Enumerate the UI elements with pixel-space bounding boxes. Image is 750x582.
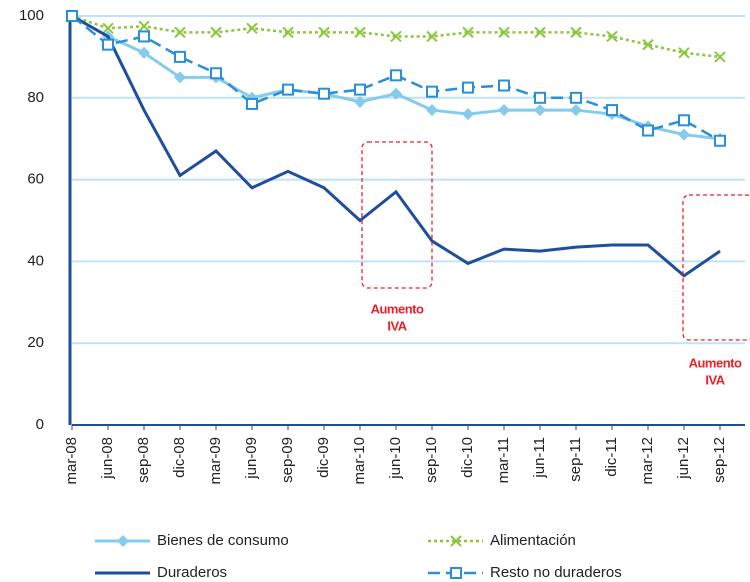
x-tick-label: sep-10 xyxy=(423,437,440,483)
point xyxy=(138,46,150,59)
y-tick-label: 0 xyxy=(36,416,44,433)
legend-label: Duraderos xyxy=(157,564,227,581)
point xyxy=(714,51,726,63)
x-tick-label: jun-12 xyxy=(675,437,692,480)
plot: 0 20 40 60 80 100 mar-08 jun-08 sep-08 dic-08 mar-… xyxy=(19,7,745,581)
x-tick-label: dic-11 xyxy=(603,437,620,477)
legend-label: Resto no duraderos xyxy=(490,564,622,581)
point xyxy=(102,38,114,51)
point xyxy=(174,26,186,39)
x-tick-label: jun-08 xyxy=(99,437,116,480)
point xyxy=(678,47,690,59)
point xyxy=(426,30,438,43)
annotation: IVA xyxy=(387,318,407,333)
y-tick-label: 100 xyxy=(19,7,44,24)
point xyxy=(606,30,618,43)
y-tick-label: 40 xyxy=(27,252,44,269)
annotation: Aumento xyxy=(371,301,424,316)
x-tick-label: dic-09 xyxy=(315,437,332,478)
x-tick-label: dic-10 xyxy=(459,437,476,478)
point xyxy=(354,95,366,108)
point xyxy=(534,104,546,117)
legend-marker xyxy=(117,535,129,547)
point xyxy=(570,26,582,39)
x-tick-label: dic-08 xyxy=(171,437,188,478)
x-tick-label: mar-09 xyxy=(207,437,224,485)
x-tick-label: sep-12 xyxy=(711,437,728,483)
point xyxy=(102,22,114,34)
point xyxy=(282,83,294,96)
point xyxy=(678,114,690,127)
point xyxy=(678,128,690,141)
annotation-box xyxy=(682,194,750,341)
point xyxy=(318,87,330,100)
point xyxy=(498,104,510,117)
series: Alimentación xyxy=(66,10,726,549)
x-tick-label: mar-10 xyxy=(351,437,368,485)
y-tick-label: 60 xyxy=(27,171,44,188)
point xyxy=(462,81,474,94)
point xyxy=(642,38,654,51)
point xyxy=(498,26,510,39)
point xyxy=(390,87,402,100)
x-tick-label: sep-09 xyxy=(279,437,296,483)
point xyxy=(246,97,258,110)
point xyxy=(714,134,726,147)
point xyxy=(390,69,402,82)
point xyxy=(282,26,294,39)
line xyxy=(71,14,721,278)
point xyxy=(138,30,150,43)
point xyxy=(426,104,438,117)
point xyxy=(498,79,510,92)
point xyxy=(390,30,402,43)
point xyxy=(642,124,654,137)
legend-label: Alimentación xyxy=(490,532,576,549)
series: Resto no duraderos xyxy=(66,10,726,581)
legend-label: Bienes de consumo xyxy=(157,532,289,549)
series: Duraderos xyxy=(71,14,721,581)
point xyxy=(138,20,150,32)
point xyxy=(534,26,546,39)
x-tick-label: sep-08 xyxy=(135,437,152,483)
point xyxy=(570,104,582,117)
y-tick-label: 80 xyxy=(27,89,44,106)
point xyxy=(210,26,222,39)
point xyxy=(570,91,582,104)
point xyxy=(174,50,186,63)
point xyxy=(462,26,474,39)
legend-marker xyxy=(450,567,462,579)
point xyxy=(66,10,78,22)
point xyxy=(174,71,186,84)
point xyxy=(606,104,618,117)
legend-marker xyxy=(450,535,462,547)
annotation-box xyxy=(361,141,433,289)
x-tick-label: sep-11 xyxy=(567,437,584,482)
point xyxy=(534,91,546,104)
x-tick-label: jun-09 xyxy=(243,437,260,480)
x-tick-label: mar-12 xyxy=(639,437,656,485)
point xyxy=(246,22,258,34)
x-tick-label: mar-11 xyxy=(495,437,512,483)
annotation: IVA xyxy=(705,372,725,387)
x-tick-label: jun-11 xyxy=(531,437,548,479)
point xyxy=(426,85,438,98)
x-tick-label: mar-08 xyxy=(63,437,80,485)
annotation: Aumento xyxy=(689,355,742,370)
y-tick-label: 20 xyxy=(27,334,44,351)
point xyxy=(354,26,366,39)
point xyxy=(354,83,366,96)
point xyxy=(462,108,474,121)
x-tick-label: jun-10 xyxy=(387,437,404,480)
point xyxy=(318,26,330,39)
point xyxy=(210,67,222,80)
